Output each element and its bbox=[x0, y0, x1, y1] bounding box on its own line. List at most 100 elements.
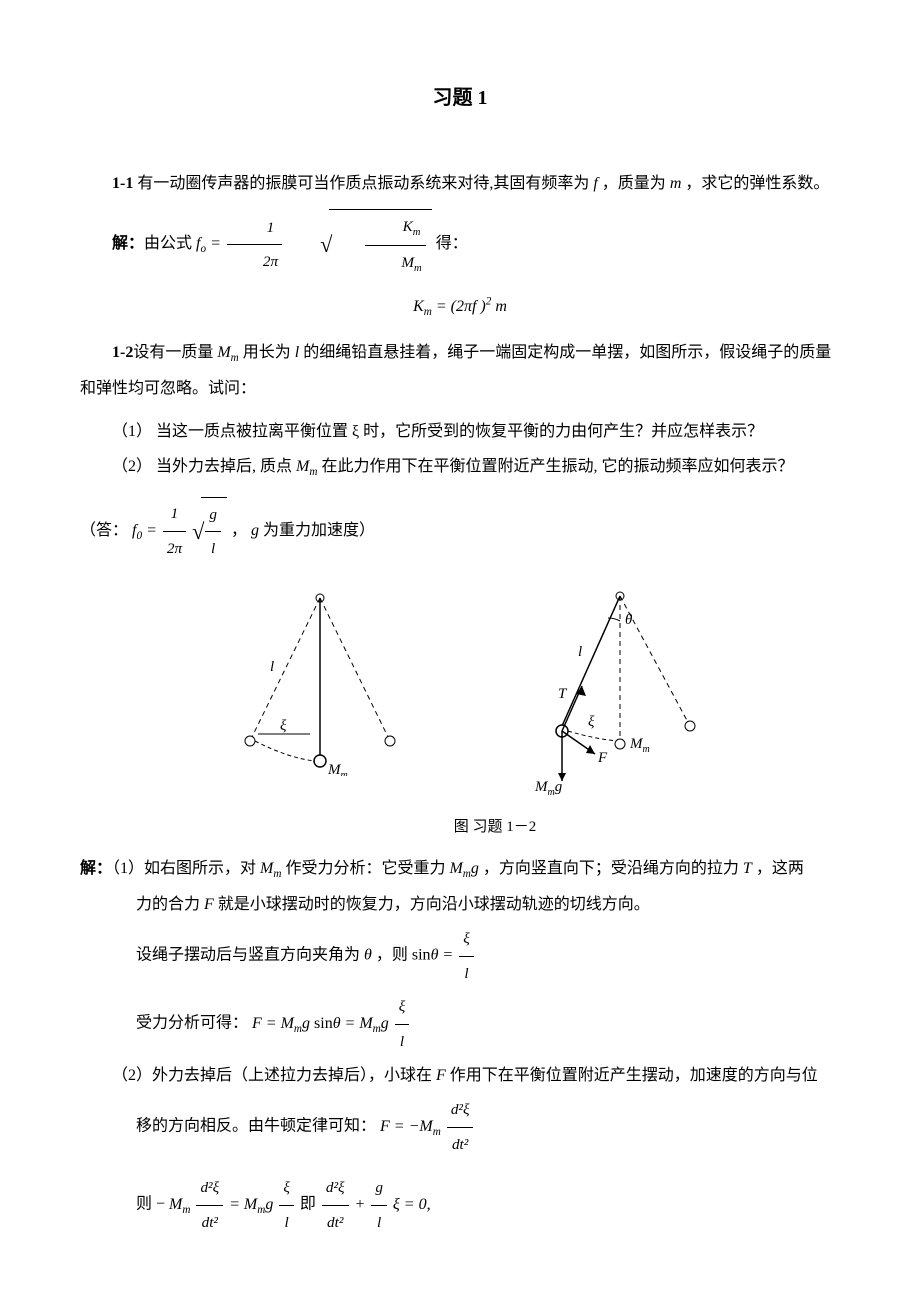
num: 1 bbox=[163, 497, 186, 531]
text: 受力分析可得： bbox=[136, 1015, 248, 1032]
den: l bbox=[371, 1206, 387, 1239]
answer-hint: （答： f0 = 1 2π g l ， g 为重力加速度） bbox=[80, 497, 840, 566]
text: ，方向竖直向下；受沿绳方向的拉力 bbox=[479, 860, 743, 877]
sol-line: 受力分析可得： F = Mmg sinθ = Mmg ξ l bbox=[136, 990, 840, 1058]
text: 作受力分析：它受重力 bbox=[281, 860, 449, 877]
var: M bbox=[169, 1196, 182, 1213]
den: dt² bbox=[447, 1128, 474, 1161]
text: + bbox=[355, 1196, 370, 1213]
text: ，则 sin bbox=[372, 947, 431, 964]
sol-line: 解：（1）如右图所示，对 Mm 作受力分析：它受重力 Mmg ，方向竖直向下；受… bbox=[80, 851, 840, 887]
var: m bbox=[491, 298, 507, 315]
den: Mm bbox=[365, 246, 425, 280]
var: K bbox=[413, 298, 424, 315]
q-num: 1-1 bbox=[112, 175, 133, 192]
var: K bbox=[403, 218, 413, 235]
text: 即 bbox=[300, 1196, 320, 1213]
text: ，求它的弹性系数。 bbox=[681, 175, 829, 192]
num: d²ξ bbox=[196, 1171, 223, 1205]
var: g bbox=[381, 1015, 389, 1032]
frac: g l bbox=[371, 1171, 387, 1239]
text: 就是小球摆动时的恢复力，方向沿小球摆动轨迹的切线方向。 bbox=[214, 896, 650, 913]
eq: = bbox=[210, 235, 225, 252]
figure-right: θ l T ξ Mm F Mmg bbox=[500, 586, 710, 807]
frac: d²ξ dt² bbox=[447, 1093, 474, 1161]
text: （1）如右图所示，对 bbox=[112, 860, 260, 877]
label-l: l bbox=[270, 659, 274, 675]
sub-question-2: （2） 当外力去掉后, 质点 Mm 在此力作用下在平衡位置附近产生振动, 它的振… bbox=[112, 449, 840, 485]
var: M bbox=[419, 1118, 432, 1135]
sub: 0 bbox=[136, 530, 142, 542]
eq-Km: Km = (2πf )2 m bbox=[80, 292, 840, 323]
eq-f0: fo = 1 2π Km Mm bbox=[196, 235, 436, 252]
text: 有一动圈传声器的振膜可当作质点振动系统来对待,其固有频率为 bbox=[133, 175, 593, 192]
sol-line: 移的方向相反。由牛顿定律可知： F = −Mm d²ξ dt² bbox=[136, 1093, 840, 1161]
solution-1-2: 解：（1）如右图所示，对 Mm 作受力分析：它受重力 Mmg ，方向竖直向下；受… bbox=[80, 851, 840, 1239]
sub: m bbox=[413, 227, 421, 238]
frac: 1 2π bbox=[227, 211, 282, 279]
den: l bbox=[279, 1206, 294, 1239]
text: 设有一质量 bbox=[133, 344, 217, 361]
var: M bbox=[449, 860, 462, 877]
sqrt: Km Mm bbox=[288, 209, 432, 280]
pendulum-diagram-left: ξ l Mm bbox=[210, 586, 410, 776]
text: ， bbox=[231, 522, 251, 539]
num: ξ bbox=[279, 1171, 294, 1205]
sqrt: g l bbox=[192, 497, 227, 566]
var: ξ bbox=[393, 1196, 400, 1213]
frac: 1 2π bbox=[163, 497, 186, 565]
num: g bbox=[205, 498, 221, 532]
q-num: 1-2 bbox=[112, 344, 133, 361]
text: 作用下在平衡位置附近产生摆动，加速度的方向与位 bbox=[446, 1067, 818, 1084]
eq: = − bbox=[390, 1118, 420, 1135]
var: g bbox=[302, 1015, 310, 1032]
eq: = bbox=[146, 522, 161, 539]
frac: d²ξ dt² bbox=[196, 1171, 223, 1239]
eq: = bbox=[438, 947, 457, 964]
figures-row: ξ l Mm θ l T ξ bbox=[80, 586, 840, 807]
sub: m bbox=[231, 352, 239, 364]
var: M bbox=[260, 860, 273, 877]
sub: o bbox=[200, 243, 206, 255]
num: ξ bbox=[395, 990, 410, 1024]
label-l: l bbox=[578, 644, 582, 660]
solution-1-1: 解：由公式 fo = 1 2π Km Mm 得： bbox=[80, 209, 840, 280]
frac: g l bbox=[205, 498, 221, 566]
text: 移的方向相反。由牛顿定律可知： bbox=[136, 1118, 376, 1135]
var: T bbox=[743, 860, 752, 877]
figure-left: ξ l Mm bbox=[210, 586, 410, 807]
text: ，质量为 bbox=[598, 175, 670, 192]
text: 用长为 bbox=[239, 344, 295, 361]
sub: m bbox=[373, 1023, 381, 1035]
var: M bbox=[217, 344, 230, 361]
num: Km bbox=[365, 210, 425, 245]
sub: m bbox=[414, 263, 422, 274]
frac: d²ξ dt² bbox=[322, 1171, 349, 1239]
text: （答： bbox=[80, 522, 128, 539]
num: 1 bbox=[227, 211, 282, 245]
text: 在此力作用下在平衡位置附近产生振动, 它的振动频率应如何表示？ bbox=[317, 458, 793, 475]
den: l bbox=[459, 957, 474, 990]
den: 2π bbox=[163, 532, 186, 565]
label-xi: ξ bbox=[280, 718, 287, 734]
eq: = bbox=[229, 1196, 244, 1213]
pendulum-diagram-right: θ l T ξ Mm F Mmg bbox=[500, 586, 710, 796]
text: 则 − bbox=[136, 1196, 165, 1213]
eq: = bbox=[262, 1015, 281, 1032]
text: 为重力加速度） bbox=[259, 522, 375, 539]
text: （2） 当外力去掉后, 质点 bbox=[112, 458, 296, 475]
figure-caption: 图 习题 1－2 bbox=[150, 814, 840, 841]
problem-1-1: 1-1 有一动圈传声器的振膜可当作质点振动系统来对待,其固有频率为 f ，质量为… bbox=[80, 166, 840, 201]
text: 力的合力 bbox=[136, 896, 204, 913]
var: θ bbox=[364, 947, 372, 964]
var: M bbox=[296, 458, 309, 475]
label-Mm: Mm bbox=[629, 736, 650, 755]
var: F bbox=[436, 1067, 446, 1084]
num: d²ξ bbox=[447, 1093, 474, 1127]
var: g bbox=[251, 522, 259, 539]
text: = (2πf ) bbox=[436, 298, 486, 315]
sol-line: （2）外力去掉后（上述拉力去掉后），小球在 F 作用下在平衡位置附近产生摆动，加… bbox=[112, 1058, 840, 1093]
page-title: 习题 1 bbox=[80, 80, 840, 116]
den: l bbox=[205, 532, 221, 565]
num: ξ bbox=[459, 922, 474, 956]
